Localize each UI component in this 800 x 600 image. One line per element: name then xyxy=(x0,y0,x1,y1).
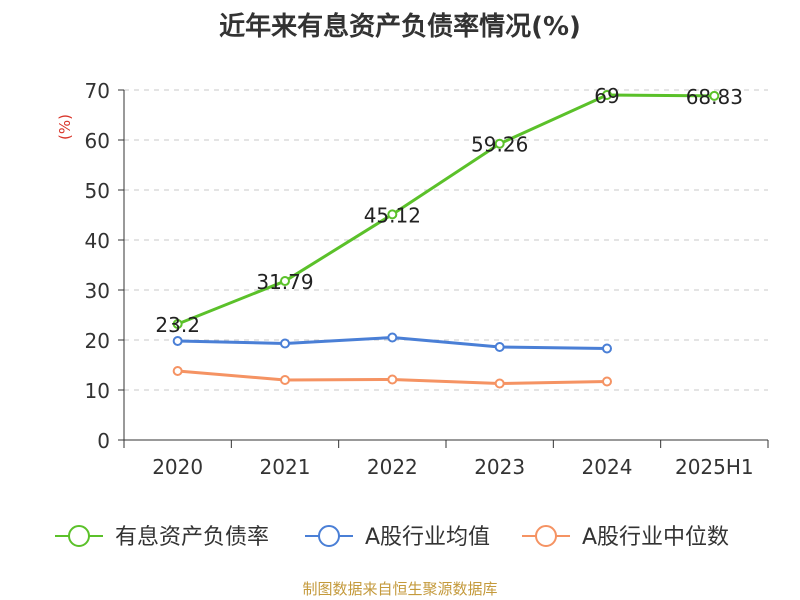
data-point xyxy=(602,343,612,354)
legend: 有息资产负债率 A股行业均值 A股行业中位数 xyxy=(55,525,729,550)
data-point xyxy=(602,90,612,100)
x-tick-label: 2024 xyxy=(582,455,633,479)
data-label: 23.2 xyxy=(155,313,200,337)
y-tick-label: 30 xyxy=(85,279,110,303)
data-point xyxy=(387,374,398,385)
axis-layer: 0 10 20 30 40 50 60 70 (%) 2020 2021 2022 2023 2024 20… xyxy=(56,79,769,479)
data-point xyxy=(280,375,290,385)
data-point xyxy=(494,342,505,352)
y-tick-label: 40 xyxy=(85,229,110,253)
data-point xyxy=(494,378,505,389)
data-point xyxy=(709,90,720,101)
legend-label: A股行业中位数 xyxy=(582,525,729,550)
data-point xyxy=(280,338,290,349)
series-layer xyxy=(172,90,720,389)
data-point xyxy=(387,332,398,343)
source-note: 制图数据来自恒生聚源数据库 xyxy=(302,580,498,598)
x-tick-label: 2022 xyxy=(367,455,418,479)
data-point xyxy=(387,209,398,220)
legend-label: A股行业均值 xyxy=(365,525,490,550)
data-label-layer: 23.2 31.79 45.12 59.26 69 68.83 xyxy=(155,84,743,337)
y-tick-label: 70 xyxy=(85,79,110,103)
x-tick-label: 2020 xyxy=(152,455,203,479)
y-tick-label: 10 xyxy=(85,379,110,403)
data-point xyxy=(280,276,290,287)
data-point xyxy=(172,319,183,329)
data-point xyxy=(172,366,183,376)
legend-label: 有息资产负债率 xyxy=(115,525,269,550)
y-tick-label: 0 xyxy=(97,429,110,453)
series-line-0 xyxy=(177,93,715,326)
data-point xyxy=(494,138,505,149)
y-tick-label: 20 xyxy=(85,329,110,353)
data-point xyxy=(602,376,612,387)
legend-marker-1 xyxy=(318,525,340,547)
y-axis-label: (%) xyxy=(56,114,74,140)
data-label: 69 xyxy=(594,84,619,108)
y-tick-label: 50 xyxy=(85,179,110,203)
data-label: 45.12 xyxy=(364,203,421,227)
grid-layer xyxy=(124,89,768,391)
x-tick-label: 2023 xyxy=(474,455,525,479)
legend-marker-0 xyxy=(68,525,90,547)
chart-title: 近年来有息资产负债率情况(%) xyxy=(219,12,581,42)
y-tick-label: 60 xyxy=(85,129,110,153)
x-tick-label: 2021 xyxy=(260,455,311,479)
data-point xyxy=(172,336,183,346)
data-label: 68.83 xyxy=(686,85,743,109)
data-label: 31.79 xyxy=(256,270,313,294)
data-label: 59.26 xyxy=(471,133,528,157)
x-tick-label: 2025H1 xyxy=(675,455,754,479)
legend-marker-2 xyxy=(535,525,557,547)
